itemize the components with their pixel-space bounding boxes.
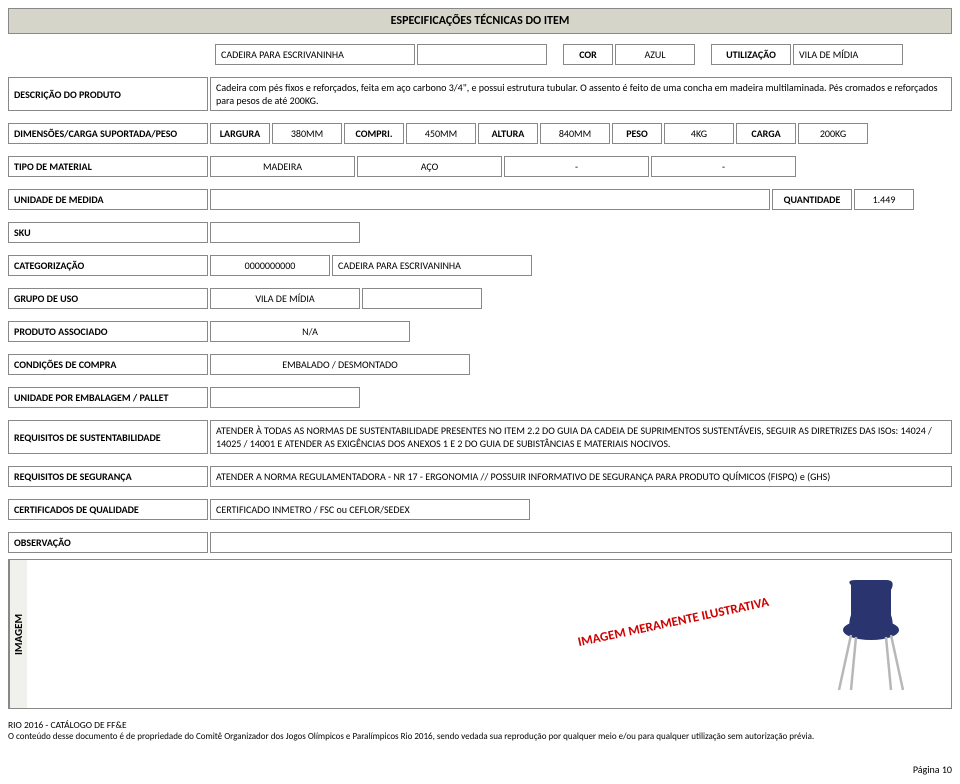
compri-value: 450MM bbox=[406, 123, 476, 144]
produto-assoc-row: PRODUTO ASSOCIADO N/A bbox=[8, 321, 952, 342]
qualidade-row: CERTIFICADOS DE QUALIDADE CERTIFICADO IN… bbox=[8, 499, 952, 520]
utilizacao-value: VILA DE MÍDIA bbox=[793, 44, 903, 65]
product-name-row: CADEIRA PARA ESCRIVANINHA COR AZUL UTILI… bbox=[8, 44, 952, 65]
dimensoes-label: DIMENSÕES/CARGA SUPORTADA/PESO bbox=[8, 123, 208, 144]
quantidade-value: 1.449 bbox=[854, 189, 914, 210]
compri-label: COMPRI. bbox=[344, 123, 404, 144]
sku-label: SKU bbox=[8, 222, 208, 243]
material-v4: - bbox=[651, 156, 796, 177]
product-name-empty bbox=[417, 44, 547, 65]
condicoes-compra-row: CONDIÇÕES DE COMPRA EMBALADO / DESMONTAD… bbox=[8, 354, 952, 375]
material-label: TIPO DE MATERIAL bbox=[8, 156, 208, 177]
footer-disclaimer: O conteúdo desse documento é de propried… bbox=[8, 731, 952, 743]
qualidade-label: CERTIFICADOS DE QUALIDADE bbox=[8, 499, 208, 520]
peso-label: PESO bbox=[612, 123, 662, 144]
descricao-label: DESCRIÇÃO DO PRODUTO bbox=[8, 77, 208, 111]
material-v2: AÇO bbox=[357, 156, 502, 177]
peso-value: 4KG bbox=[664, 123, 734, 144]
produto-assoc-label: PRODUTO ASSOCIADO bbox=[8, 321, 208, 342]
quantidade-label: QUANTIDADE bbox=[772, 189, 852, 210]
largura-label: LARGURA bbox=[210, 123, 270, 144]
product-name: CADEIRA PARA ESCRIVANINHA bbox=[215, 44, 415, 65]
grupo-uso-label: GRUPO DE USO bbox=[8, 288, 208, 309]
dimensoes-row: DIMENSÕES/CARGA SUPORTADA/PESO LARGURA 3… bbox=[8, 123, 952, 144]
grupo-uso-row: GRUPO DE USO VILA DE MÍDIA bbox=[8, 288, 952, 309]
observacao-label: OBSERVAÇÃO bbox=[8, 532, 208, 553]
unidade-emb-value bbox=[210, 387, 360, 408]
seguranca-row: REQUISITOS DE SEGURANÇA ATENDER A NORMA … bbox=[8, 466, 952, 487]
material-v1: MADEIRA bbox=[210, 156, 355, 177]
utilizacao-label: UTILIZAÇÃO bbox=[711, 44, 791, 65]
footer-title: RIO 2016 - CATÁLOGO DE FF&E bbox=[8, 719, 952, 731]
sku-row: SKU bbox=[8, 222, 952, 243]
unidade-medida-label: UNIDADE DE MEDIDA bbox=[8, 189, 208, 210]
material-row: TIPO DE MATERIAL MADEIRA AÇO - - bbox=[8, 156, 952, 177]
categorizacao-label: CATEGORIZAÇÃO bbox=[8, 255, 208, 276]
chair-icon bbox=[821, 575, 921, 695]
largura-value: 380MM bbox=[272, 123, 342, 144]
categorizacao-code: 0000000000 bbox=[210, 255, 330, 276]
grupo-uso-empty bbox=[362, 288, 482, 309]
seguranca-label: REQUISITOS DE SEGURANÇA bbox=[8, 466, 208, 487]
carga-label: CARGA bbox=[736, 123, 796, 144]
unidade-medida-empty bbox=[210, 189, 770, 210]
cor-label: COR bbox=[563, 44, 613, 65]
sustentabilidade-row: REQUISITOS DE SUSTENTABILIDADE ATENDER À… bbox=[8, 420, 952, 454]
unidade-medida-row: UNIDADE DE MEDIDA QUANTIDADE 1.449 bbox=[8, 189, 952, 210]
imagem-label: IMAGEM bbox=[9, 560, 27, 708]
material-v3: - bbox=[504, 156, 649, 177]
footer: RIO 2016 - CATÁLOGO DE FF&E O conteúdo d… bbox=[8, 719, 952, 743]
descricao-row: DESCRIÇÃO DO PRODUTO Cadeira com pés fix… bbox=[8, 77, 952, 111]
categorizacao-name: CADEIRA PARA ESCRIVANINHA bbox=[332, 255, 532, 276]
observacao-value bbox=[210, 532, 952, 553]
carga-value: 200KG bbox=[798, 123, 868, 144]
sustentabilidade-label: REQUISITOS DE SUSTENTABILIDADE bbox=[8, 420, 208, 454]
qualidade-value: CERTIFICADO INMETRO / FSC ou CEFLOR/SEDE… bbox=[210, 499, 530, 520]
cor-value: AZUL bbox=[615, 44, 695, 65]
watermark-text: IMAGEM MERAMENTE ILUSTRATIVA bbox=[577, 595, 771, 650]
imagem-area: IMAGEM IMAGEM MERAMENTE ILUSTRATIVA bbox=[8, 559, 952, 709]
observacao-row: OBSERVAÇÃO bbox=[8, 532, 952, 553]
page-number: Página 10 bbox=[8, 763, 952, 776]
descricao-value: Cadeira com pés fixos e reforçados, feit… bbox=[210, 77, 952, 111]
page-header: ESPECIFICAÇÕES TÉCNICAS DO ITEM bbox=[8, 8, 952, 34]
condicoes-compra-value: EMBALADO / DESMONTADO bbox=[210, 354, 470, 375]
seguranca-value: ATENDER A NORMA REGULAMENTADORA - NR 17 … bbox=[210, 466, 952, 487]
sku-value bbox=[210, 222, 360, 243]
produto-assoc-value: N/A bbox=[210, 321, 410, 342]
categorizacao-row: CATEGORIZAÇÃO 0000000000 CADEIRA PARA ES… bbox=[8, 255, 952, 276]
grupo-uso-value: VILA DE MÍDIA bbox=[210, 288, 360, 309]
sustentabilidade-value: ATENDER À TODAS AS NORMAS DE SUSTENTABIL… bbox=[210, 420, 952, 454]
condicoes-compra-label: CONDIÇÕES DE COMPRA bbox=[8, 354, 208, 375]
unidade-emb-row: UNIDADE POR EMBALAGEM / PALLET bbox=[8, 387, 952, 408]
unidade-emb-label: UNIDADE POR EMBALAGEM / PALLET bbox=[8, 387, 208, 408]
altura-value: 840MM bbox=[540, 123, 610, 144]
altura-label: ALTURA bbox=[478, 123, 538, 144]
